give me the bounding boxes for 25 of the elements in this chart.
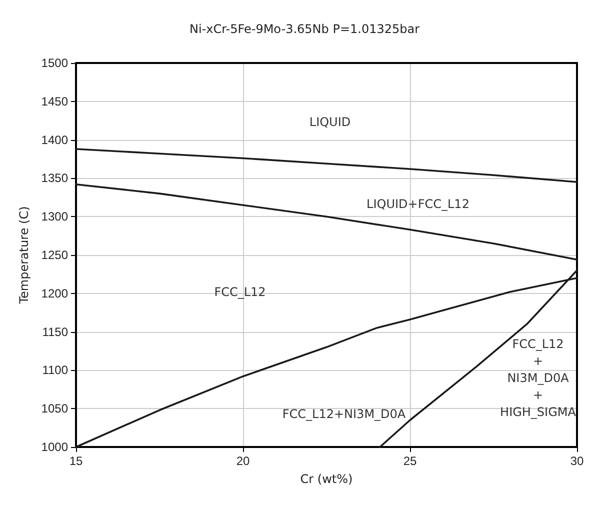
y-tick-label: 1450 (41, 94, 68, 108)
y-tick-label: 1100 (42, 363, 68, 378)
y-tick-label: 1400 (41, 132, 68, 147)
y-tick-label: 1250 (41, 248, 68, 262)
y-axis-title: Temperature (C) (17, 206, 31, 305)
x-axis-title: Cr (wt%) (300, 472, 353, 486)
annotation: FCC_L12 (214, 285, 266, 299)
annotation: LIQUID+FCC_L12 (366, 197, 470, 211)
annotation: LIQUID (309, 115, 351, 129)
y-tick-label: 1500 (41, 56, 68, 70)
x-tick-label: 30 (570, 454, 584, 468)
y-tick-label: 1300 (41, 210, 68, 224)
x-tick-label: 25 (403, 454, 417, 468)
annotation: FCC_L12+NI3M_D0A (282, 407, 406, 421)
y-tick-label: 1000 (41, 440, 68, 454)
y-tick-label: 1200 (41, 286, 68, 300)
annotation: FCC_L12 + NI3M_D0A + HIGH_SIGMA (500, 337, 577, 419)
y-tick-label: 1050 (41, 402, 68, 416)
x-tick-label: 20 (236, 454, 250, 468)
y-tick-label: 1350 (41, 171, 68, 186)
chart-title: Ni-xCr-5Fe-9Mo-3.65Nb P=1.01325bar (189, 22, 420, 36)
x-tick-label: 15 (69, 454, 83, 468)
line-series (75, 183, 578, 261)
y-tick-label: 1150 (42, 324, 68, 339)
line-series (75, 148, 578, 183)
